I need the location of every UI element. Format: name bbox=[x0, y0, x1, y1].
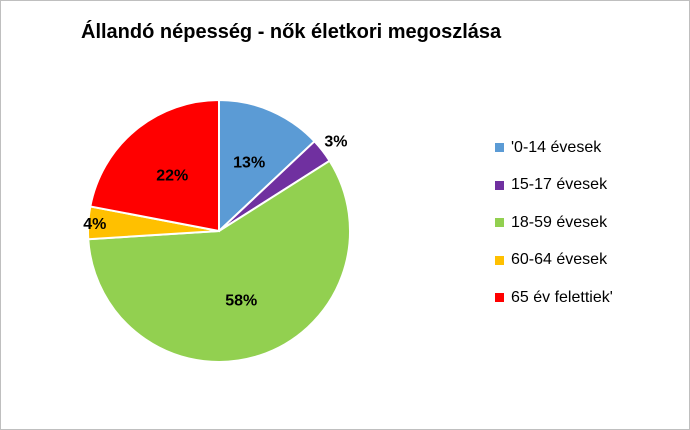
legend-item-1: '0-14 évesek bbox=[495, 129, 613, 167]
legend-item-5: 65 év felettiek' bbox=[495, 279, 613, 317]
data-label-4: 4% bbox=[83, 216, 106, 233]
legend-swatch bbox=[495, 255, 504, 265]
legend-swatch bbox=[495, 180, 504, 190]
pie-slices bbox=[87, 98, 351, 363]
legend-item-4: 60-64 évesek bbox=[495, 242, 613, 280]
data-labels: 13% 3% 58% 4% 22% bbox=[83, 133, 347, 309]
chart-title: Állandó népesség - nők életkori megoszlá… bbox=[81, 21, 502, 43]
pie-slice-5 bbox=[89, 98, 220, 233]
legend-label: 15-17 évesek bbox=[511, 176, 608, 194]
legend-item-2: 15-17 évesek bbox=[495, 167, 613, 205]
legend-label: 65 év felettiek' bbox=[511, 288, 613, 306]
legend-label: 60-64 évesek bbox=[511, 251, 608, 269]
data-label-1: 13% bbox=[233, 154, 265, 171]
data-label-5: 22% bbox=[156, 167, 188, 184]
legend-swatch bbox=[495, 293, 504, 303]
legend-swatch bbox=[495, 143, 504, 153]
legend-swatch bbox=[495, 218, 504, 228]
pie-slice-1 bbox=[218, 98, 316, 234]
data-label-3: 58% bbox=[225, 293, 257, 310]
legend-label: '0-14 évesek bbox=[511, 138, 602, 156]
data-label-2: 3% bbox=[324, 133, 347, 150]
pie-slice-3 bbox=[87, 159, 351, 363]
legend-item-3: 18-59 évesek bbox=[495, 204, 613, 242]
legend: '0-14 évesek 15-17 évesek 18-59 évesek 60-6… bbox=[495, 129, 613, 317]
legend-label: 18-59 évesek bbox=[511, 213, 608, 231]
